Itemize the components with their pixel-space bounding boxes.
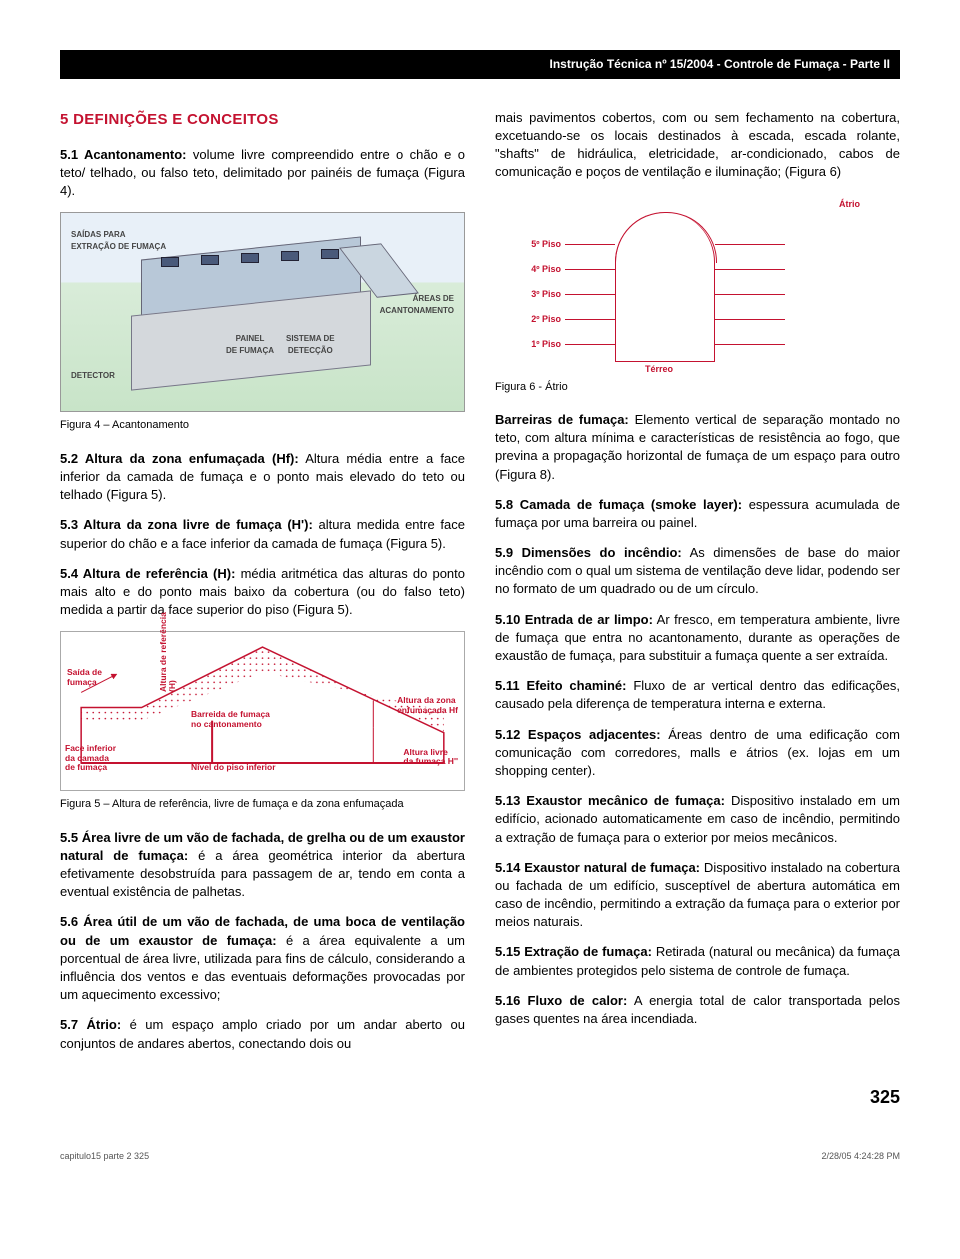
para-5-4: 5.4 Altura de referência (H): média arit… bbox=[60, 565, 465, 620]
fig6-floor-line bbox=[715, 244, 785, 245]
fig4-label-sistema: SISTEMA DE DETECÇÃO bbox=[286, 333, 335, 355]
footer-meta: capitulo15 parte 2 325 2/28/05 4:24:28 P… bbox=[60, 1150, 900, 1163]
para-5-7-body: é um espaço amplo criado por um andar ab… bbox=[60, 1017, 465, 1050]
fig4-label-saidas: SAÍDAS PARA EXTRAÇÃO DE FUMAÇA bbox=[71, 229, 166, 251]
fig5-label-face: Face inferior da camada de fumaça bbox=[65, 744, 116, 772]
fig5-label-barreira: Barreida de fumaça no cantonamento bbox=[191, 710, 270, 729]
figure-4-caption: Figura 4 – Acantonamento bbox=[60, 418, 465, 433]
para-5-14: 5.14 Exaustor natural de fumaça: Disposi… bbox=[495, 859, 900, 932]
fig6-floor-line bbox=[565, 269, 615, 270]
fig6-floor-line bbox=[565, 294, 615, 295]
para-5-3-lead: 5.3 Altura da zona livre de fumaça (H'): bbox=[60, 517, 313, 532]
fig6-label-atrio: Átrio bbox=[839, 198, 860, 211]
para-5-1: 5.1 Acantonamento: volume livre compreen… bbox=[60, 146, 465, 201]
fig5-label-hzona: Altura da zona enfumaçada Hf bbox=[397, 696, 458, 715]
para-5-12-lead: 5.12 Espaços adjacentes: bbox=[495, 727, 661, 742]
para-5-15-lead: 5.15 Extração de fumaça: bbox=[495, 944, 652, 959]
page-number: 325 bbox=[60, 1085, 900, 1110]
para-5-9: 5.9 Dimensões do incêndio: As dimensões … bbox=[495, 544, 900, 599]
fig4-label-detector: DETECTOR bbox=[71, 370, 115, 381]
header-bar: Instrução Técnica nº 15/2004 - Controle … bbox=[60, 50, 900, 79]
figure-5-illustration: Saída de fumaça Face inferior da camada … bbox=[60, 631, 465, 791]
para-5-8: 5.8 Camada de fumaça (smoke layer): espe… bbox=[495, 496, 900, 532]
para-5-10: 5.10 Entrada de ar limpo: Ar fresco, em … bbox=[495, 611, 900, 666]
fig4-vent bbox=[241, 253, 259, 263]
fig6-floor-line bbox=[565, 244, 615, 245]
figure-4-illustration: SAÍDAS PARA EXTRAÇÃO DE FUMAÇA ÁREAS DE … bbox=[60, 212, 465, 412]
fig6-floor-label: 3º Piso bbox=[501, 288, 561, 301]
figure-6-illustration: Átrio 5º Piso 4º Piso 3º Piso 2º Piso 1º… bbox=[495, 194, 900, 374]
para-5-2: 5.2 Altura da zona enfumaçada (Hf): Altu… bbox=[60, 450, 465, 505]
para-5-2-lead: 5.2 Altura da zona enfumaçada (Hf): bbox=[60, 451, 299, 466]
fig4-label-areas: ÁREAS DE ACANTONAMENTO bbox=[380, 293, 454, 315]
para-5-3: 5.3 Altura da zona livre de fumaça (H'):… bbox=[60, 516, 465, 552]
fig6-floor-label: 4º Piso bbox=[501, 263, 561, 276]
fig6-floor-line bbox=[715, 294, 785, 295]
para-5-8-lead: 5.8 Camada de fumaça (smoke layer): bbox=[495, 497, 742, 512]
fig6-floor-label: 2º Piso bbox=[501, 313, 561, 326]
fig6-floor-line bbox=[565, 319, 615, 320]
fig6-floor-label: 5º Piso bbox=[501, 238, 561, 251]
fig5-label-saida: Saída de fumaça bbox=[67, 668, 102, 687]
para-5-9-lead: 5.9 Dimensões do incêndio: bbox=[495, 545, 682, 560]
footer-left: capitulo15 parte 2 325 bbox=[60, 1150, 149, 1163]
para-5-14-lead: 5.14 Exaustor natural de fumaça: bbox=[495, 860, 700, 875]
para-5-12: 5.12 Espaços adjacentes: Áreas dentro de… bbox=[495, 726, 900, 781]
para-5-1-lead: 5.1 Acantonamento: bbox=[60, 147, 187, 162]
para-5-10-lead: 5.10 Entrada de ar limpo: bbox=[495, 612, 653, 627]
para-5-4-lead: 5.4 Altura de referência (H): bbox=[60, 566, 235, 581]
para-5-16: 5.16 Fluxo de calor: A energia total de … bbox=[495, 992, 900, 1028]
para-continuation: mais pavimentos cobertos, com ou sem fec… bbox=[495, 109, 900, 182]
fig4-vent bbox=[281, 251, 299, 261]
para-5-7-lead: 5.7 Átrio: bbox=[60, 1017, 121, 1032]
para-5-13-lead: 5.13 Exaustor mecânico de fumaça: bbox=[495, 793, 725, 808]
fig4-label-painel: PAINEL DE FUMAÇA bbox=[226, 333, 274, 355]
fig4-vent bbox=[161, 257, 179, 267]
para-5-16-lead: 5.16 Fluxo de calor: bbox=[495, 993, 627, 1008]
two-column-layout: 5 DEFINIÇÕES E CONCEITOS 5.1 Acantonamen… bbox=[60, 109, 900, 1065]
fig6-floor-line bbox=[715, 344, 785, 345]
fig4-vent bbox=[201, 255, 219, 265]
fig6-floor-label: 1º Piso bbox=[501, 338, 561, 351]
para-5-15: 5.15 Extração de fumaça: Retirada (natur… bbox=[495, 943, 900, 979]
para-5-7: 5.7 Átrio: é um espaço amplo criado por … bbox=[60, 1016, 465, 1052]
para-5-5: 5.5 Área livre de um vão de fachada, de … bbox=[60, 829, 465, 902]
right-column: mais pavimentos cobertos, com ou sem fec… bbox=[495, 109, 900, 1065]
left-column: 5 DEFINIÇÕES E CONCEITOS 5.1 Acantonamen… bbox=[60, 109, 465, 1065]
fig5-label-hlivre: Altura livre da fumaça H'' bbox=[403, 748, 458, 767]
fig6-floor-line bbox=[715, 319, 785, 320]
para-barreiras-lead: Barreiras de fumaça: bbox=[495, 412, 629, 427]
figure-6-caption: Figura 6 - Átrio bbox=[495, 380, 900, 395]
para-5-11-lead: 5.11 Efeito chaminé: bbox=[495, 678, 627, 693]
fig4-vent bbox=[321, 249, 339, 259]
fig6-floor-line bbox=[715, 269, 785, 270]
fig6-floor-line bbox=[565, 344, 615, 345]
para-5-13: 5.13 Exaustor mecânico de fumaça: Dispos… bbox=[495, 792, 900, 847]
para-barreiras: Barreiras de fumaça: Elemento vertical d… bbox=[495, 411, 900, 484]
footer-right: 2/28/05 4:24:28 PM bbox=[821, 1150, 900, 1163]
para-5-11: 5.11 Efeito chaminé: Fluxo de ar vertica… bbox=[495, 677, 900, 713]
fig5-label-altref: Altura de referência (H) bbox=[159, 612, 178, 692]
fig5-label-nivel: Nível do piso inferior bbox=[191, 763, 276, 772]
fig6-atrium-shape bbox=[615, 212, 715, 362]
figure-5-caption: Figura 5 – Altura de referência, livre d… bbox=[60, 797, 465, 812]
para-5-6: 5.6 Área útil de um vão de fachada, de u… bbox=[60, 913, 465, 1004]
section-title: 5 DEFINIÇÕES E CONCEITOS bbox=[60, 109, 465, 130]
fig6-label-terreo: Térreo bbox=[645, 363, 673, 376]
